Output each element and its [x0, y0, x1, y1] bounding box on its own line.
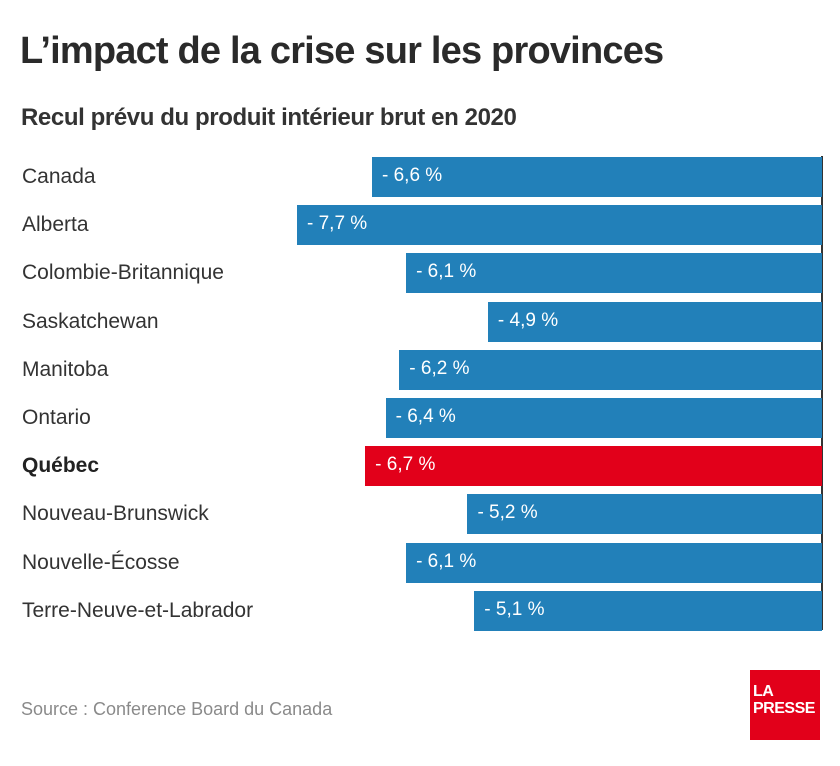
category-label: Colombie-Britannique [22, 261, 224, 285]
source-note: Source : Conference Board du Canada [21, 699, 333, 719]
bar [365, 446, 822, 487]
bar-value-label: - 6,1 % [416, 261, 477, 283]
la-presse-logo: LA PRESSE [750, 670, 820, 740]
bar-value-label: - 6,4 % [395, 406, 456, 427]
bar [297, 205, 822, 246]
bar [474, 590, 822, 631]
bar-value-label: - 5,1 % [484, 598, 545, 620]
bar-value-label: - 6,6 % [382, 165, 443, 186]
logo-text-line2: PRESSE [753, 700, 815, 717]
bar [385, 398, 822, 438]
logo-text-line1: LA [753, 683, 774, 700]
category-label: Canada [22, 165, 96, 188]
category-label: Terre-Neuve-et-Labrador [22, 598, 254, 622]
bar-value-label: - 5,2 % [477, 502, 538, 524]
chart-title: L’impact de la crise sur les provinces [20, 30, 664, 72]
category-label: Ontario [22, 406, 91, 429]
bar [487, 301, 822, 342]
bar-value-label: - 6,1 % [416, 550, 477, 572]
category-label: Nouveau-Brunswick [22, 502, 209, 526]
category-label: Alberta [22, 213, 89, 237]
chart-subtitle: Recul prévu du produit intérieur brut en… [21, 104, 517, 131]
zero-axis-line [821, 156, 823, 630]
category-label: Manitoba [22, 357, 109, 381]
bar-value-label: - 6,2 % [409, 357, 470, 379]
category-label: Nouvelle-Écosse [22, 550, 180, 574]
bar [399, 349, 822, 390]
category-label: Québec [22, 454, 100, 478]
bar-value-label: - 4,9 % [497, 309, 559, 331]
bar-value-label: - 6,7 % [375, 454, 436, 476]
category-label: Saskatchewan [22, 309, 159, 333]
bar-value-label: - 7,7 % [307, 213, 368, 235]
bar [372, 157, 822, 197]
bar [406, 542, 822, 583]
bar [467, 494, 822, 535]
bar [406, 253, 822, 294]
